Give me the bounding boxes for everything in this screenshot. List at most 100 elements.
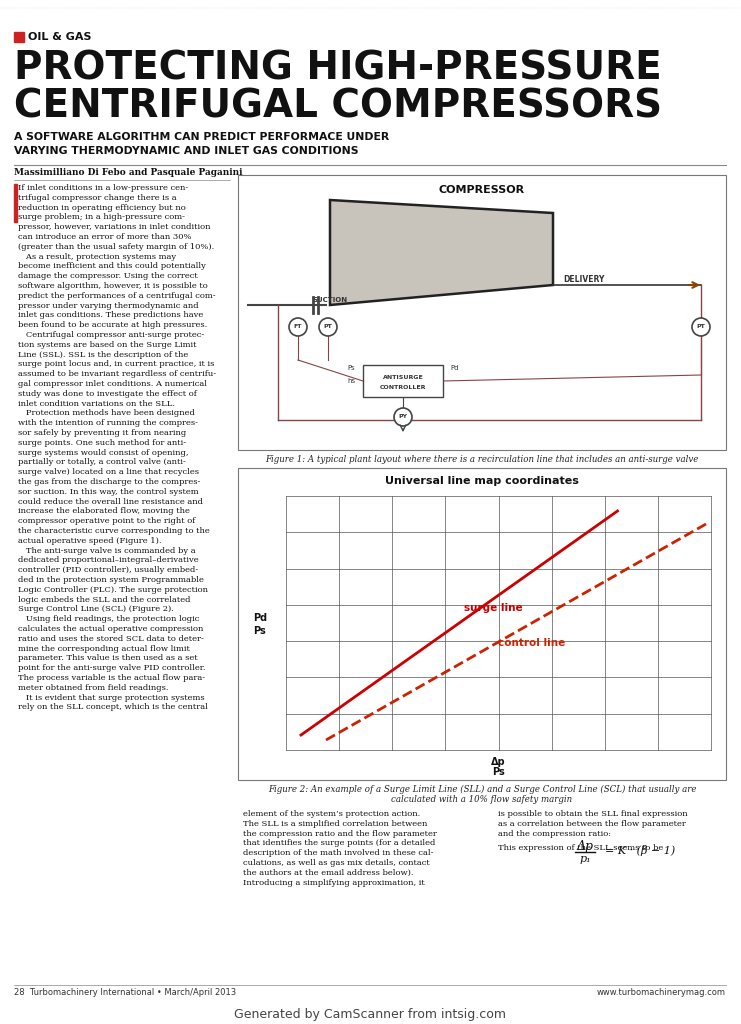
Text: CONTROLLER: CONTROLLER [379,385,426,390]
Text: mine the corresponding actual flow limit: mine the corresponding actual flow limit [18,644,190,652]
Text: The anti-surge valve is commanded by a: The anti-surge valve is commanded by a [18,547,196,555]
Text: Massimilliano Di Febo and Pasquale Paganini: Massimilliano Di Febo and Pasquale Pagan… [14,168,242,177]
Text: PT: PT [324,325,333,330]
Text: PY: PY [399,415,408,420]
Text: Line (SSL). SSL is the description of the: Line (SSL). SSL is the description of th… [18,350,188,358]
Text: the gas from the discharge to the compres-: the gas from the discharge to the compre… [18,478,200,486]
Text: damage the compressor. Using the correct: damage the compressor. Using the correct [18,272,198,281]
Text: Using field readings, the protection logic: Using field readings, the protection log… [18,615,199,624]
Text: point for the anti-surge valve PID controller.: point for the anti-surge valve PID contr… [18,665,205,672]
Text: Surge Control Line (SCL) (Figure 2).: Surge Control Line (SCL) (Figure 2). [18,605,174,613]
Text: that identifies the surge points (for a detailed: that identifies the surge points (for a … [243,840,436,848]
Text: ded in the protection system Programmable: ded in the protection system Programmabl… [18,575,204,584]
Text: culations, as well as gas mix details, contact: culations, as well as gas mix details, c… [243,859,430,867]
Text: Figure 1: A typical plant layout where there is a recirculation line that includ: Figure 1: A typical plant layout where t… [265,455,699,464]
Text: with the intention of running the compres-: with the intention of running the compre… [18,419,198,427]
Text: could reduce the overall line resistance and: could reduce the overall line resistance… [18,498,203,506]
Text: = K · (β − 1): = K · (β − 1) [605,845,675,856]
Text: A SOFTWARE ALGORITHM CAN PREDICT PERFORMACE UNDER: A SOFTWARE ALGORITHM CAN PREDICT PERFORM… [14,132,389,142]
Text: Protection methods have been designed: Protection methods have been designed [18,410,195,418]
Text: the authors at the email address below).: the authors at the email address below). [243,868,413,877]
Text: FT: FT [294,325,302,330]
Text: meter obtained from field readings.: meter obtained from field readings. [18,684,168,692]
Text: Figure 2: An example of a Surge Limit Line (SLL) and a Surge Control Line (SCL) : Figure 2: An example of a Surge Limit Li… [268,785,697,795]
Text: gal compressor inlet conditions. A numerical: gal compressor inlet conditions. A numer… [18,380,207,388]
Text: increase the elaborated flow, moving the: increase the elaborated flow, moving the [18,508,190,515]
Text: sor suction. In this way, the control system: sor suction. In this way, the control sy… [18,487,199,496]
Text: www.turbomachinerymag.com: www.turbomachinerymag.com [597,988,726,997]
Text: surge point locus and, in current practice, it is: surge point locus and, in current practi… [18,360,214,369]
Text: Δp: Δp [576,840,594,853]
Circle shape [692,318,710,336]
Text: tion systems are based on the Surge Limit: tion systems are based on the Surge Limi… [18,341,196,349]
Text: DELIVERY: DELIVERY [563,275,605,285]
Text: the characteristic curve corresponding to the: the characteristic curve corresponding t… [18,527,210,535]
Circle shape [319,318,337,336]
Text: p₁: p₁ [579,854,591,864]
Text: been found to be accurate at high pressures.: been found to be accurate at high pressu… [18,322,207,329]
Circle shape [289,318,307,336]
Text: COMPRESSOR: COMPRESSOR [439,185,525,195]
Text: Ps: Ps [348,365,355,371]
Bar [14,32,24,42]
Text: Generated by CamScanner from intsig.com: Generated by CamScanner from intsig.com [234,1008,506,1021]
Text: pressor under varying thermodynamic and: pressor under varying thermodynamic and [18,302,199,309]
Text: reduction in operating efficiency but no: reduction in operating efficiency but no [18,204,186,212]
Text: trifugal compressor change there is a: trifugal compressor change there is a [18,194,176,202]
Text: calculates the actual operative compression: calculates the actual operative compress… [18,625,203,633]
Text: inlet gas conditions. These predictions have: inlet gas conditions. These predictions … [18,311,203,319]
Text: Introducing a simplifying approximation, it: Introducing a simplifying approximation,… [243,879,425,887]
Text: Δp: Δp [491,757,506,767]
Text: actual operative speed (Figure 1).: actual operative speed (Figure 1). [18,537,162,545]
Text: software algorithm, however, it is possible to: software algorithm, however, it is possi… [18,282,207,290]
Text: the compression ratio and the flow parameter: the compression ratio and the flow param… [243,829,437,838]
Bar [14,184,17,222]
Text: predict the performances of a centrifugal com-: predict the performances of a centrifuga… [18,292,216,300]
Text: ratio and uses the stored SCL data to deter-: ratio and uses the stored SCL data to de… [18,635,204,643]
Text: PROTECTING HIGH-PRESSURE: PROTECTING HIGH-PRESSURE [14,50,662,88]
Text: 28  Turbomachinery International • March/April 2013: 28 Turbomachinery International • March/… [14,988,236,997]
Text: surge valve) located on a line that recycles: surge valve) located on a line that recy… [18,468,199,476]
Text: Pd: Pd [451,365,459,371]
Text: It is evident that surge protection systems: It is evident that surge protection syst… [18,693,205,701]
Bar [238,175,726,450]
Bar [238,468,726,780]
Text: SUCTION: SUCTION [313,297,348,303]
Text: and the compression ratio:: and the compression ratio: [498,829,611,838]
Text: controller (PID controller), usually embed-: controller (PID controller), usually emb… [18,566,199,574]
Bar [363,365,443,397]
Text: inlet condition variations on the SLL.: inlet condition variations on the SLL. [18,399,175,408]
Text: logic embeds the SLL and the correlated: logic embeds the SLL and the correlated [18,596,190,603]
Text: as a correlation between the flow parameter: as a correlation between the flow parame… [498,820,686,827]
Text: Centrifugal compressor anti-surge protec-: Centrifugal compressor anti-surge protec… [18,331,205,339]
Text: CENTRIFUGAL COMPRESSORS: CENTRIFUGAL COMPRESSORS [14,88,662,126]
Text: The SLL is a simplified correlation between: The SLL is a simplified correlation betw… [243,820,428,827]
Text: rely on the SLL concept, which is the central: rely on the SLL concept, which is the ce… [18,703,208,712]
Polygon shape [330,200,553,305]
Text: Pd: Pd [253,613,267,623]
Text: If inlet conditions in a low-pressure cen-: If inlet conditions in a low-pressure ce… [18,184,188,193]
Text: assumed to be invariant regardless of centrifu-: assumed to be invariant regardless of ce… [18,371,216,378]
Text: control line: control line [499,638,565,648]
Text: The process variable is the actual flow para-: The process variable is the actual flow … [18,674,205,682]
Text: parameter. This value is then used as a set: parameter. This value is then used as a … [18,654,198,663]
Text: compressor operative point to the right of: compressor operative point to the right … [18,517,196,525]
Text: element of the system’s protection action.: element of the system’s protection actio… [243,810,420,818]
Text: become inefficient and this could potentially: become inefficient and this could potent… [18,262,206,270]
Text: can introduce an error of more than 30%: can introduce an error of more than 30% [18,233,191,241]
Text: surge points. One such method for anti-: surge points. One such method for anti- [18,439,186,446]
Text: study was done to investigate the effect of: study was done to investigate the effect… [18,390,197,397]
Text: (greater than the usual safety margin of 10%).: (greater than the usual safety margin of… [18,243,214,251]
Text: As a result, protection systems may: As a result, protection systems may [18,253,176,260]
Text: calculated with a 10% flow safety margin: calculated with a 10% flow safety margin [391,795,573,804]
Text: surge problem; in a high-pressure com-: surge problem; in a high-pressure com- [18,213,185,221]
Text: surge line: surge line [465,603,523,613]
Text: PT: PT [697,325,705,330]
Text: This expression of the SLL seems to be: This expression of the SLL seems to be [498,845,663,852]
Text: description of the math involved in these cal-: description of the math involved in thes… [243,849,433,857]
Text: Ps: Ps [253,626,266,636]
Text: pressor, however, variations in inlet condition: pressor, however, variations in inlet co… [18,223,210,231]
Text: Ps: Ps [492,767,505,777]
Text: Logic Controller (PLC). The surge protection: Logic Controller (PLC). The surge protec… [18,586,208,594]
Text: surge systems would consist of opening,: surge systems would consist of opening, [18,449,188,457]
